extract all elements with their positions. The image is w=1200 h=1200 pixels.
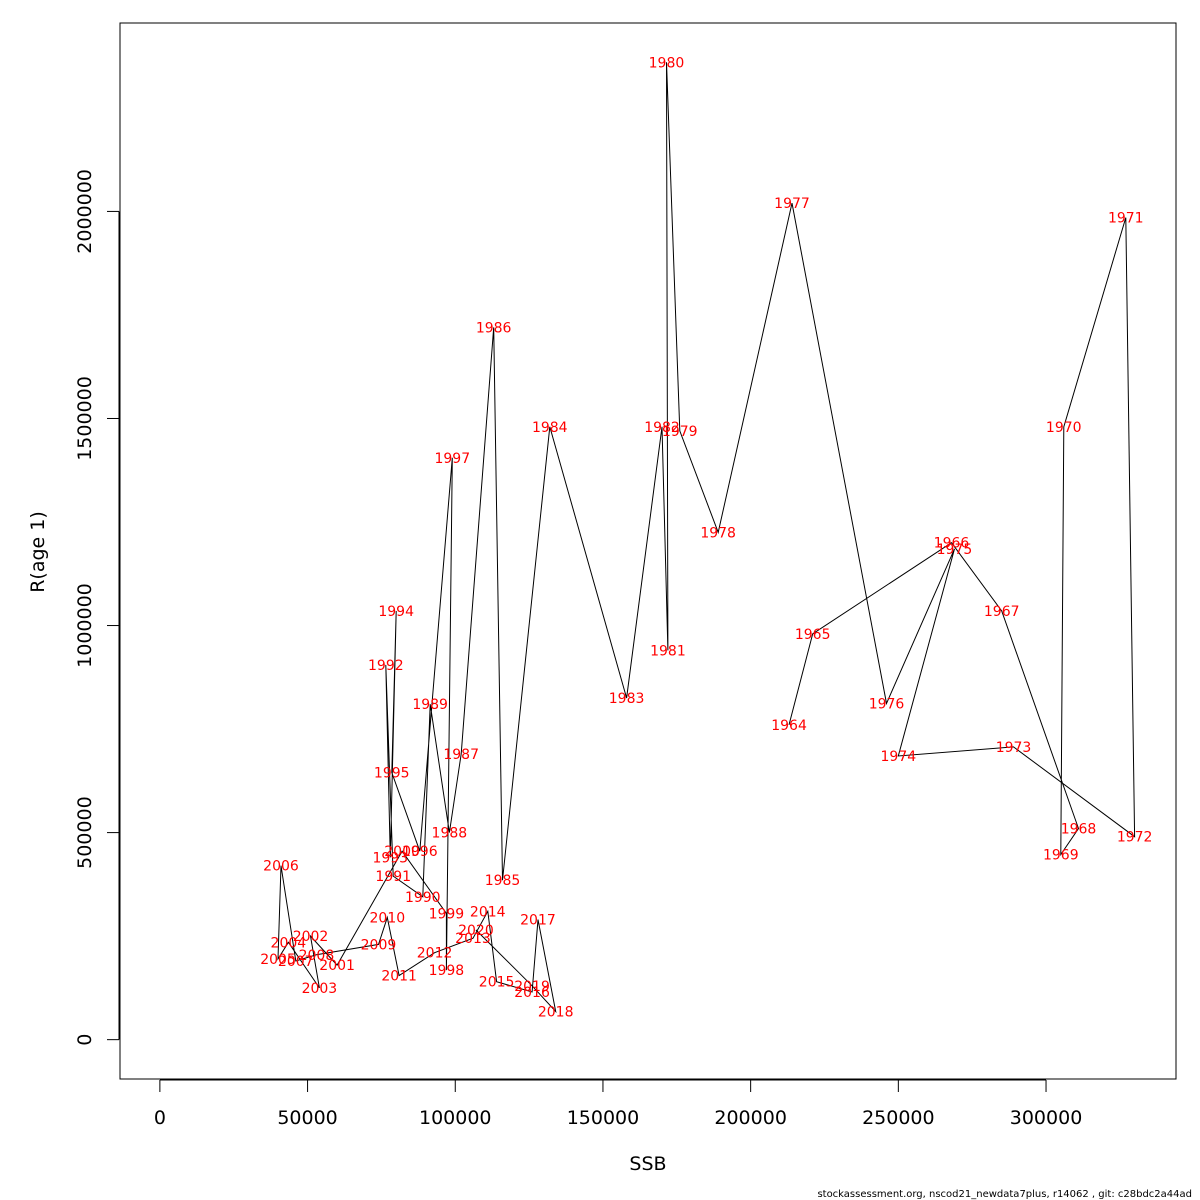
footer-note: stockassessment.org, nscod21_newdata7plu… (817, 1189, 1192, 1200)
point-label: 2005 (260, 952, 296, 968)
y-tick-label: 2000000 (74, 169, 96, 254)
y-tick-label: 1500000 (74, 376, 96, 461)
y-axis-label: R(age 1) (27, 511, 49, 593)
point-label: 1991 (375, 869, 411, 885)
point-label: 1969 (1043, 848, 1079, 864)
point-label: 2010 (370, 910, 406, 926)
point-label: 1972 (1117, 830, 1153, 846)
x-tick-label: 100000 (419, 1107, 492, 1129)
point-label: 1967 (984, 604, 1020, 620)
point-label: 2012 (417, 946, 453, 962)
x-tick-label: 50000 (277, 1107, 337, 1129)
point-label: 2015 (479, 975, 515, 991)
y-axis: 0 500000 1000000 1500000 2000000 (74, 169, 120, 1046)
point-label: 2006 (263, 859, 299, 875)
point-label: 1975 (937, 542, 973, 558)
point-label: 1983 (609, 691, 645, 707)
sr-series-line (277, 62, 1136, 1014)
point-label: 2011 (381, 968, 417, 984)
point-label: 1984 (532, 420, 568, 436)
point-label: 1970 (1046, 420, 1082, 436)
point-label: 1995 (374, 766, 410, 782)
point-label: 1981 (650, 643, 686, 659)
point-label: 2001 (319, 958, 355, 974)
point-label: 1964 (771, 718, 807, 734)
point-label: 2017 (520, 913, 556, 929)
point-label: 2018 (538, 1004, 574, 1020)
point-label: 2003 (302, 981, 338, 997)
point-label: 2007 (278, 954, 314, 970)
point-label: 1986 (476, 320, 512, 336)
point-label: 1993 (372, 850, 408, 866)
point-label: 2000 (384, 844, 420, 860)
point-label: 2014 (470, 904, 506, 920)
point-label: 1968 (1061, 821, 1097, 837)
point-label: 1994 (378, 604, 414, 620)
point-label: 1999 (429, 906, 465, 922)
point-labels: 1964 1965 1966 1967 1968 1969 1970 1971 1972 1973… (260, 55, 1152, 1020)
x-tick-label: 200000 (714, 1107, 787, 1129)
point-label: 2008 (299, 948, 335, 964)
point-label: 1990 (405, 890, 441, 906)
point-label: 1996 (402, 844, 438, 860)
point-label: 1977 (774, 196, 810, 212)
point-label: 1989 (412, 697, 448, 713)
point-label: 1978 (700, 525, 736, 541)
point-label: 2004 (271, 935, 307, 951)
x-tick-label: 150000 (567, 1107, 640, 1129)
point-label: 2019 (514, 979, 550, 995)
point-label: 1992 (368, 658, 404, 674)
point-label: 1979 (662, 424, 698, 440)
x-tick-label: 250000 (862, 1107, 935, 1129)
point-label: 1971 (1108, 211, 1144, 227)
point-label: 1985 (485, 873, 521, 889)
point-label: 2016 (514, 985, 550, 1001)
point-label: 2009 (361, 937, 397, 953)
point-label: 1987 (443, 747, 479, 763)
point-label: 1966 (934, 536, 970, 552)
point-label: 1982 (644, 420, 680, 436)
point-label: 1997 (434, 451, 470, 467)
y-tick-label: 500000 (74, 796, 96, 869)
x-axis-label: SSB (629, 1153, 666, 1175)
point-label: 2020 (458, 923, 494, 939)
x-axis: 0 50000 100000 150000 200000 250000 300000 (154, 1079, 1083, 1129)
point-label: 2002 (293, 929, 329, 945)
point-label: 1988 (432, 826, 468, 842)
point-label: 1980 (649, 55, 685, 71)
point-label: 2013 (455, 931, 491, 947)
plot-frame (119, 22, 1177, 1080)
y-tick-label: 0 (74, 1034, 96, 1046)
point-label: 1974 (881, 749, 917, 765)
point-label: 1976 (869, 696, 905, 712)
y-tick-label: 1000000 (74, 583, 96, 668)
point-label: 1965 (795, 627, 831, 643)
point-label: 1998 (429, 963, 465, 979)
x-tick-label: 300000 (1010, 1107, 1083, 1129)
point-label: 1973 (996, 740, 1032, 756)
x-tick-label: 0 (154, 1107, 166, 1129)
